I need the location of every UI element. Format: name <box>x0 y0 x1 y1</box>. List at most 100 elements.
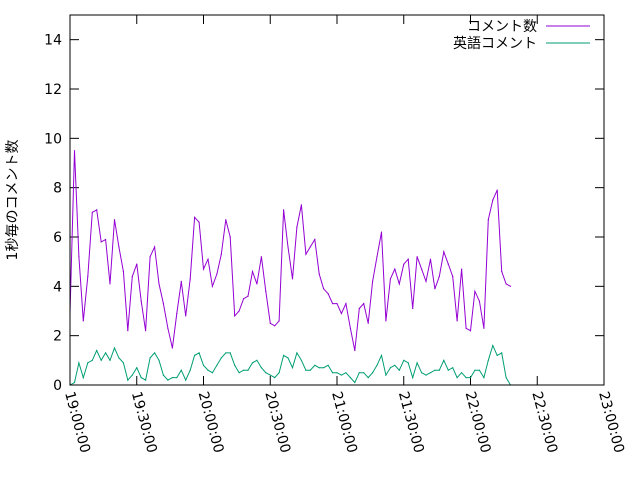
data-point <box>385 374 387 376</box>
data-point <box>332 372 334 374</box>
data-point <box>483 377 485 379</box>
data-point <box>505 377 507 379</box>
data-point <box>287 357 289 359</box>
data-point <box>469 330 472 332</box>
data-point <box>220 253 222 255</box>
data-point <box>474 290 476 292</box>
data-point <box>429 372 432 374</box>
data-point <box>487 219 489 221</box>
series-line-0 <box>69 150 511 351</box>
data-point <box>438 369 440 371</box>
data-point <box>380 354 383 356</box>
data-point <box>340 374 342 376</box>
data-point <box>82 377 84 379</box>
data-point <box>380 231 383 233</box>
data-point <box>105 238 107 241</box>
data-point <box>283 354 285 356</box>
data-point <box>243 298 245 300</box>
data-point <box>167 327 169 329</box>
data-point <box>416 362 418 364</box>
x-tick-label: 21:30:00 <box>395 390 427 455</box>
y-tick-label: 0 <box>53 378 62 394</box>
data-point <box>260 367 262 369</box>
data-point <box>305 369 307 371</box>
data-point <box>429 258 432 260</box>
data-point <box>323 288 325 290</box>
data-point <box>189 278 191 280</box>
data-point <box>256 283 258 285</box>
data-point <box>238 310 240 312</box>
data-point <box>154 352 156 354</box>
data-point <box>274 325 276 327</box>
data-point <box>176 377 178 379</box>
data-point <box>131 374 133 376</box>
data-point <box>425 374 427 376</box>
y-tick-label: 6 <box>53 230 62 246</box>
legend-label: 英語コメント <box>453 35 537 52</box>
data-point <box>372 372 374 374</box>
data-point <box>225 219 227 221</box>
data-point <box>389 367 391 369</box>
data-point <box>118 357 120 359</box>
data-point <box>234 364 236 366</box>
data-point <box>469 377 472 379</box>
data-point <box>300 359 302 361</box>
data-point <box>96 349 98 352</box>
data-point <box>283 209 285 211</box>
data-point <box>140 300 142 302</box>
data-point <box>87 362 89 364</box>
data-point <box>452 275 454 278</box>
data-point <box>216 364 218 366</box>
data-point <box>443 251 445 253</box>
data-point <box>145 330 147 332</box>
data-point <box>327 364 329 366</box>
y-tick-labels: 0 2 4 6 8 10 12 14 <box>44 33 62 394</box>
data-point <box>256 359 258 361</box>
data-point <box>73 150 76 152</box>
data-point <box>234 315 236 317</box>
data-point <box>211 285 213 287</box>
data-point <box>180 280 182 282</box>
data-point <box>403 359 405 361</box>
data-point <box>478 369 480 371</box>
data-point <box>349 327 351 329</box>
data-point <box>327 293 329 295</box>
data-point <box>309 369 311 371</box>
data-point <box>225 352 227 354</box>
data-point <box>336 303 338 305</box>
data-point <box>496 189 498 191</box>
data-point <box>296 352 298 354</box>
x-tick-labels: 19:00:00 19:30:00 20:00:00 20:30:00 21:00:00… <box>61 390 627 455</box>
data-point <box>216 273 218 275</box>
data-point <box>162 303 164 305</box>
y-tick-label: 14 <box>44 33 62 49</box>
data-point <box>207 258 209 260</box>
data-point <box>127 330 129 332</box>
data-point <box>127 379 129 381</box>
data-point <box>496 354 498 356</box>
data-point <box>336 372 338 374</box>
data-point <box>269 374 271 376</box>
series-layer <box>69 150 512 386</box>
x-tick-label: 19:00:00 <box>61 390 93 455</box>
data-point <box>349 377 351 379</box>
data-point <box>100 359 102 361</box>
y-tick-label: 2 <box>53 329 62 345</box>
data-point <box>247 295 249 297</box>
data-point <box>87 275 89 278</box>
data-point <box>100 241 102 243</box>
data-point <box>367 377 369 379</box>
data-point <box>296 226 298 228</box>
data-point <box>367 322 369 324</box>
data-point <box>407 258 409 260</box>
data-point <box>389 278 391 280</box>
data-point <box>394 364 396 366</box>
data-point <box>243 369 245 371</box>
data-point <box>474 369 476 371</box>
data-point <box>274 377 276 379</box>
data-point <box>363 372 365 374</box>
data-point <box>300 204 302 206</box>
data-point <box>91 359 93 361</box>
data-point <box>171 347 173 349</box>
